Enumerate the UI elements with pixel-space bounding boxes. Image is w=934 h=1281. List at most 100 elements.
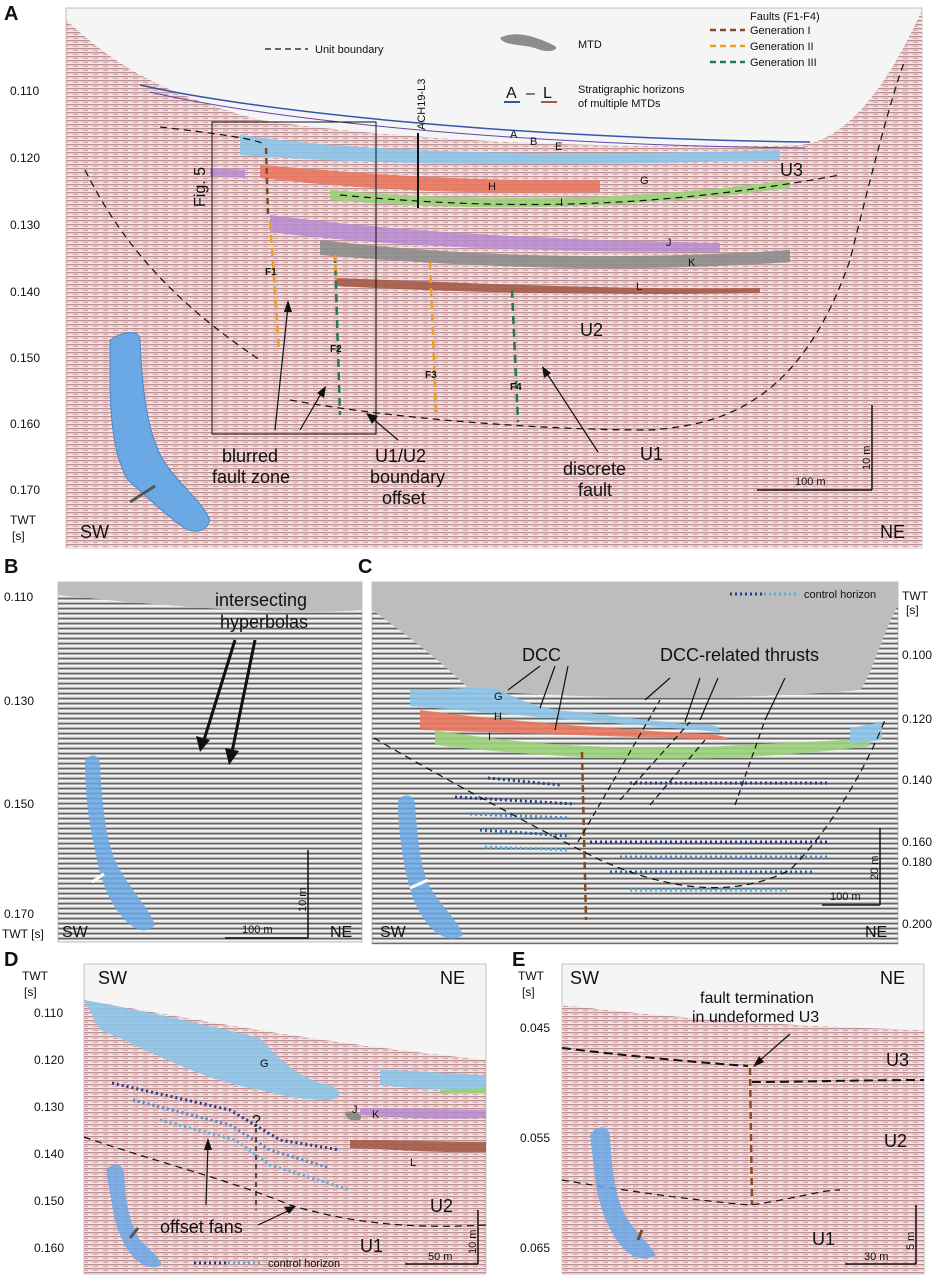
fault-label-f4: F4 [510, 382, 522, 393]
horizon-k-fill [320, 240, 790, 269]
horizon-l: L [636, 281, 642, 293]
unit-u1: U1 [640, 444, 663, 464]
fault-f2 [333, 254, 342, 416]
e-unit-u1: U1 [812, 1229, 835, 1249]
d-horizon-g-fill [84, 1000, 340, 1100]
e-yaxis-title-2: [s] [522, 985, 535, 999]
seismic-section-b [57, 581, 363, 943]
d-tick-3: 0.140 [34, 1147, 64, 1161]
unit-u2: U2 [580, 320, 603, 340]
legend-gen2: Generation II [750, 41, 814, 53]
horizon-e: E [555, 141, 562, 153]
panel-label-e: E [512, 949, 525, 971]
a-tick-0: 0.110 [10, 84, 39, 98]
c-dir-ne: NE [865, 924, 887, 941]
d-tick-0: 0.110 [34, 1006, 63, 1020]
lake-inset-c [398, 795, 463, 939]
legend-horizons-1: Stratigraphic horizons [578, 84, 685, 96]
c-tick-4: 0.180 [902, 855, 932, 869]
panel-b: B 0.110 0.130 0.150 0.170 TWT [s] inters… [2, 556, 363, 943]
b-annot-1: intersecting [215, 590, 307, 610]
panel-e: E TWT [s] 0.045 0.055 0.065 SW NE fault … [512, 949, 925, 1275]
c-horizon-g: G [494, 691, 503, 703]
panel-label-a: A [4, 3, 18, 25]
d-yaxis-title-2: [s] [24, 985, 37, 999]
lake-inset-e [590, 1127, 656, 1259]
b-dir-sw: SW [62, 924, 89, 941]
c-tick-3: 0.160 [902, 835, 932, 849]
d-tick-4: 0.150 [34, 1194, 64, 1208]
a-scale-v: 10 m [861, 446, 873, 470]
fault-f4 [510, 289, 520, 423]
legend-horizons-2: of multiple MTDs [578, 98, 661, 110]
e-annot-2: in undeformed U3 [692, 1009, 819, 1026]
b-annot-2: hyperbolas [220, 612, 308, 632]
panel-label-b: B [4, 556, 18, 578]
annot-offset-1: U1/U2 [375, 446, 426, 466]
b-yaxis-title: TWT [s] [2, 927, 44, 941]
c-tick-5: 0.200 [902, 917, 932, 931]
legend-horizon-a: A [506, 85, 517, 102]
e-fault [748, 1067, 754, 1206]
d-unit-u1: U1 [360, 1236, 383, 1256]
c-yaxis-title-1: TWT [902, 589, 929, 603]
horizon-i: I [560, 197, 563, 209]
c-tick-0: 0.100 [902, 648, 932, 662]
horizon-b: B [530, 136, 537, 148]
horizon-h: H [488, 181, 496, 193]
d-dir-ne: NE [440, 968, 465, 988]
b-dir-ne: NE [330, 924, 352, 941]
unit-boundary-u1-u2 [289, 59, 906, 431]
legend-mtd: MTD [578, 39, 602, 51]
horizon-k: K [688, 257, 696, 269]
a-dir-sw: SW [80, 522, 109, 542]
panel-label-d: D [4, 949, 18, 971]
horizon-l-fill [335, 278, 760, 295]
d-horizon-k: K [372, 1109, 380, 1121]
legend-horizon-l: L [543, 85, 552, 102]
a-tick-1: 0.120 [10, 151, 40, 165]
d-tick-2: 0.130 [34, 1100, 64, 1114]
fault-gen1 [264, 147, 270, 216]
line-label: ACH19-L3 [416, 79, 428, 130]
d-dir-sw: SW [98, 968, 127, 988]
a-tick-4: 0.150 [10, 351, 40, 365]
c-legend-control: control horizon [804, 589, 876, 601]
panel-d: D TWT [s] 0.110 0.120 0.130 0.140 0.150 … [4, 949, 487, 1275]
annot-offset-3: offset [382, 488, 426, 508]
b-tick-0: 0.110 [4, 590, 33, 604]
c-horizon-h-fill [420, 710, 730, 740]
horizon-a: A [510, 129, 518, 141]
legend-gen3: Generation III [750, 57, 817, 69]
b-tick-2: 0.150 [4, 797, 34, 811]
d-tick-1: 0.120 [34, 1053, 64, 1067]
e-dir-ne: NE [880, 968, 905, 988]
c-horizon-h: H [494, 711, 502, 723]
horizon-g-fill [240, 135, 780, 165]
d-legend-control: control horizon [268, 1258, 340, 1270]
e-dir-sw: SW [570, 968, 599, 988]
fault-label-f1: F1 [265, 267, 277, 278]
horizon-j: J [666, 237, 672, 249]
horizon-g: G [640, 175, 649, 187]
c-fault [580, 751, 588, 921]
b-scale-v: 10 m [297, 888, 309, 912]
a-yaxis-title-2: [s] [12, 529, 25, 543]
lake-inset-a [109, 332, 211, 532]
d-unit-u2: U2 [430, 1196, 453, 1216]
d-horizon-j: J [352, 1104, 358, 1116]
seismic-section-e [562, 1005, 924, 1274]
c-yaxis-title-2: [s] [906, 603, 919, 617]
d-horizon-l: L [410, 1157, 416, 1169]
c-dcc: DCC [522, 645, 561, 665]
a-tick-2: 0.130 [10, 218, 40, 232]
e-yaxis-title-1: TWT [518, 969, 545, 983]
d-scale-v: 10 m [467, 1230, 479, 1254]
annot-blurred-2: fault zone [212, 467, 290, 487]
c-scale-h: 100 m [830, 891, 861, 903]
legend-horizon-dash: – [526, 85, 535, 102]
panel-label-c: C [358, 556, 372, 578]
e-unit-u2: U2 [884, 1131, 907, 1151]
b-scale-h: 100 m [242, 924, 273, 936]
d-horizon-g: G [260, 1058, 269, 1070]
